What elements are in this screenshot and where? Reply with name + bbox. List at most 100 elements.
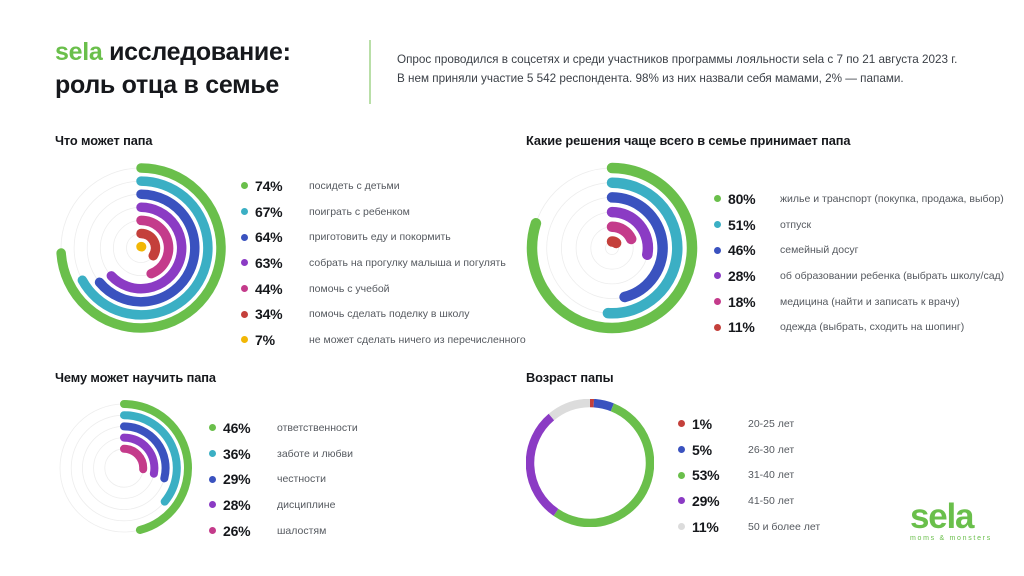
section-title-dad-age: Возраст папы: [526, 370, 614, 385]
legend-value: 28%: [728, 267, 756, 284]
legend-item: 63% собрать на прогулку малыша и погулять: [241, 250, 526, 276]
legend-value: 51%: [728, 216, 756, 233]
page-title-line-1: sela исследование:: [55, 36, 355, 69]
legend-item: 46% ответственности: [209, 415, 358, 441]
sela-logo: sela moms & monsters: [910, 497, 992, 542]
legend-color-dot: [241, 208, 248, 216]
legend-color-dot: [241, 182, 248, 190]
legend-label: приготовить еду и покормить: [309, 231, 451, 244]
sela-logo-word: sela: [910, 497, 975, 536]
page-title-line-2: роль отца в семье: [55, 71, 279, 99]
legend-color-dot: [678, 471, 685, 479]
legend-item: 46% семейный досуг: [714, 237, 1004, 263]
legend-color-dot: [241, 233, 248, 241]
legend-value: 64%: [255, 229, 283, 246]
legend-dad-age: 1% 20-25 лет 5% 26-30 лет 53% 31-40 лет 29% 41-…: [678, 411, 820, 539]
legend-item: 7% не может сделать ничего из перечисленн…: [241, 327, 526, 353]
legend-item: 5% 26-30 лет: [678, 437, 820, 463]
radial-chart-decisions: [526, 162, 698, 334]
header-divider: [369, 40, 371, 104]
legend-value: 67%: [255, 203, 283, 220]
legend-label: отпуск: [780, 218, 812, 231]
legend-label: семейный досуг: [780, 244, 859, 257]
legend-value: 5%: [692, 441, 712, 458]
legend-color-dot: [209, 424, 216, 432]
legend-color-dot: [678, 420, 685, 428]
legend-label: помочь с учебой: [309, 282, 390, 295]
section-title-what-dad-teaches: Чему может научить папа: [55, 370, 216, 385]
legend-value: 44%: [255, 280, 283, 297]
legend-value: 34%: [255, 306, 283, 323]
legend-item: 11% 50 и более лет: [678, 514, 820, 540]
legend-color-dot: [714, 195, 721, 203]
legend-item: 64% приготовить еду и покормить: [241, 224, 526, 250]
legend-label: 31-40 лет: [748, 469, 795, 482]
section-dad-age: Возраст папы 1% 20-25 лет 5% 26-30 лет 53% 31…: [526, 370, 926, 539]
legend-label: не может сделать ничего из перечисленног…: [309, 333, 526, 346]
legend-label: об образовании ребенка (выбрать школу/са…: [780, 269, 1005, 282]
page-title-rest: исследование:: [102, 38, 291, 66]
legend-label: честности: [277, 473, 326, 486]
brand-name: sela: [55, 38, 103, 66]
legend-item: 36% заботе и любви: [209, 441, 358, 467]
header-description: Опрос проводился в соцсетях и среди учас…: [397, 50, 1002, 88]
legend-item: 51% отпуск: [714, 212, 1004, 238]
header-description-line-1: Опрос проводился в соцсетях и среди учас…: [397, 53, 958, 66]
legend-label: заботе и любви: [277, 447, 353, 460]
legend-color-dot: [209, 527, 216, 535]
legend-value: 18%: [728, 293, 756, 310]
sela-logo-tagline: moms & monsters: [910, 535, 992, 542]
header-description-line-2: В нем приняли участие 5 542 респондента.…: [397, 72, 904, 85]
legend-color-dot: [241, 310, 248, 318]
legend-value: 29%: [223, 471, 251, 488]
legend-label: медицина (найти и записать к врачу): [780, 295, 960, 308]
legend-item: 28% дисциплине: [209, 492, 358, 518]
legend-value: 80%: [728, 190, 756, 207]
legend-what-dad-can-do: 74% посидеть с детьми 67% поиграть с ребенк…: [241, 173, 526, 353]
legend-value: 53%: [692, 467, 720, 484]
legend-color-dot: [714, 221, 721, 229]
legend-label: посидеть с детьми: [309, 179, 400, 192]
legend-color-dot: [714, 272, 721, 280]
legend-label: 20-25 лет: [748, 417, 795, 430]
legend-label: 41-50 лет: [748, 494, 795, 507]
legend-label: собрать на прогулку малыша и погулять: [309, 256, 506, 269]
legend-label: жилье и транспорт (покупка, продажа, выб…: [780, 192, 1004, 205]
legend-item: 29% честности: [209, 466, 358, 492]
legend-color-dot: [678, 446, 685, 454]
section-what-dad-teaches: Чему может научить папа 46% ответственнос…: [55, 370, 525, 543]
legend-color-dot: [209, 450, 216, 458]
section-what-dad-can-do: Что может папа 74% посидеть с детьми 67% по…: [55, 133, 526, 353]
legend-color-dot: [209, 475, 216, 483]
legend-item: 1% 20-25 лет: [678, 411, 820, 437]
legend-label: дисциплине: [277, 498, 336, 511]
donut-chart-dad-age: [526, 399, 654, 527]
legend-value: 63%: [255, 254, 283, 271]
legend-color-dot: [714, 323, 721, 331]
legend-value: 46%: [728, 242, 756, 259]
legend-item: 53% 31-40 лет: [678, 462, 820, 488]
section-decisions: Какие решения чаще всего в семье принима…: [526, 133, 1006, 340]
legend-item: 26% шалостям: [209, 518, 358, 544]
legend-color-dot: [714, 298, 721, 306]
legend-value: 29%: [692, 492, 720, 509]
legend-label: помочь сделать поделку в школу: [309, 308, 470, 321]
legend-item: 34% помочь сделать поделку в школу: [241, 301, 526, 327]
legend-item: 44% помочь с учебой: [241, 276, 526, 302]
legend-label: шалостям: [277, 524, 327, 537]
legend-color-dot: [241, 285, 248, 293]
legend-item: 74% посидеть с детьми: [241, 173, 526, 199]
legend-color-dot: [714, 246, 721, 254]
radial-chart-what-dad-can-do: [55, 162, 227, 334]
legend-label: поиграть с ребенком: [309, 205, 410, 218]
legend-label: одежда (выбрать, сходить на шопинг): [780, 321, 965, 334]
legend-label: 50 и более лет: [748, 520, 821, 533]
section-title-what-dad-can-do: Что может папа: [55, 133, 153, 148]
page-title: sela исследование: роль отца в семье: [55, 36, 355, 102]
legend-decisions: 80% жилье и транспорт (покупка, продажа, …: [714, 186, 1004, 340]
section-title-decisions: Какие решения чаще всего в семье принима…: [526, 133, 851, 148]
legend-value: 46%: [223, 419, 251, 436]
legend-value: 1%: [692, 415, 712, 432]
legend-value: 74%: [255, 177, 283, 194]
legend-value: 28%: [223, 496, 251, 513]
